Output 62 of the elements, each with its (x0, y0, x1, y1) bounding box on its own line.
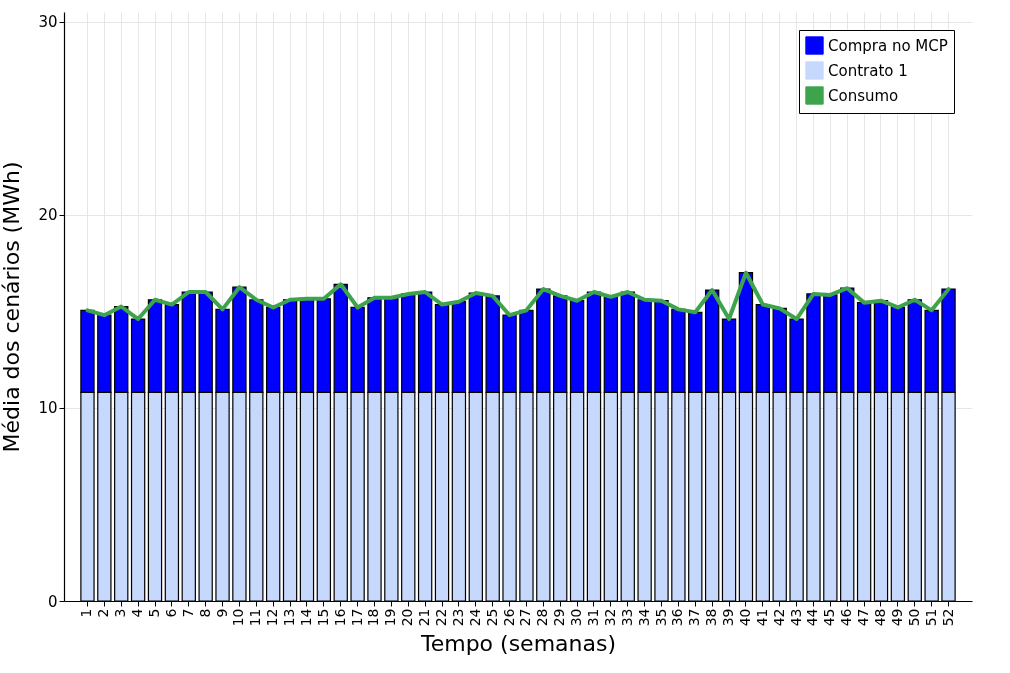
y-axis-title: Média dos cenários (MWh) (0, 161, 25, 453)
y-tick-label: 0 (47, 592, 58, 611)
x-tick-label: 44 (804, 608, 821, 627)
x-tick-label: 16 (331, 608, 348, 627)
x-tick-label: 23 (449, 608, 466, 627)
x-tick-label: 29 (551, 608, 568, 627)
x-tick-label: 21 (416, 608, 433, 627)
x-tick-label: 26 (500, 608, 517, 627)
x-tick-label: 35 (652, 608, 669, 627)
x-tick-label: 43 (787, 608, 804, 627)
x-tick-label: 22 (433, 608, 450, 627)
x-tick-label: 51 (922, 608, 939, 627)
x-tick-label: 38 (703, 608, 720, 627)
x-tick-label: 36 (669, 608, 686, 627)
x-tick-label: 9 (213, 608, 230, 618)
x-tick-label: 11 (247, 608, 264, 627)
x-tick-label: 15 (314, 608, 331, 627)
x-tick-label: 50 (905, 608, 922, 627)
x-tick-label: 52 (939, 608, 956, 627)
x-tick-label: 6 (162, 608, 179, 618)
x-tick-label: 30 (568, 608, 585, 627)
x-tick-label: 48 (872, 608, 888, 627)
x-tick-label: 25 (483, 608, 500, 627)
legend-label: Consumo (828, 86, 899, 105)
x-tick-label: 17 (348, 608, 365, 627)
x-tick-label: 10 (230, 608, 247, 627)
x-tick-label: 31 (584, 608, 601, 627)
x-tick-label: 4 (129, 608, 146, 618)
x-tick-label: 12 (264, 608, 281, 627)
legend-label: Compra no MCP (828, 36, 948, 55)
y-tick-label: 30 (38, 13, 58, 32)
x-tick-label: 14 (297, 608, 314, 627)
y-tick-label: 20 (38, 206, 58, 225)
x-tick-label: 34 (635, 608, 652, 627)
x-tick-label: 24 (466, 608, 483, 627)
x-tick-label: 32 (601, 608, 618, 627)
x-tick-label: 49 (888, 608, 905, 627)
x-tick-label: 45 (821, 608, 838, 627)
x-axis-title: Tempo (semanas) (419, 631, 617, 657)
x-tick-label: 3 (112, 608, 129, 618)
x-tick-label: 1 (78, 608, 95, 618)
x-tick-label: 2 (95, 608, 112, 618)
x-tick-label: 28 (534, 608, 551, 627)
x-tick-label: 7 (179, 608, 196, 618)
x-tick-label: 27 (517, 608, 534, 627)
x-tick-label: 40 (736, 608, 753, 627)
x-tick-label: 46 (838, 608, 855, 627)
x-tick-label: 37 (686, 608, 703, 627)
x-tick-label: 20 (399, 608, 416, 627)
y-tick-label: 10 (38, 399, 58, 418)
x-tick-label: 13 (281, 608, 298, 627)
x-tick-label: 33 (618, 608, 635, 627)
x-tick-label: 8 (196, 608, 213, 618)
x-tick-label: 18 (365, 608, 382, 627)
x-tick-label: 5 (146, 608, 162, 618)
x-tick-label: 42 (770, 608, 787, 627)
x-tick-label: 39 (720, 608, 737, 627)
line-series (85, 270, 951, 322)
x-tick-label: 19 (382, 608, 399, 627)
x-tick-label: 41 (753, 608, 770, 627)
legend-label: Contrato 1 (828, 61, 908, 80)
x-tick-label: 47 (855, 608, 872, 627)
